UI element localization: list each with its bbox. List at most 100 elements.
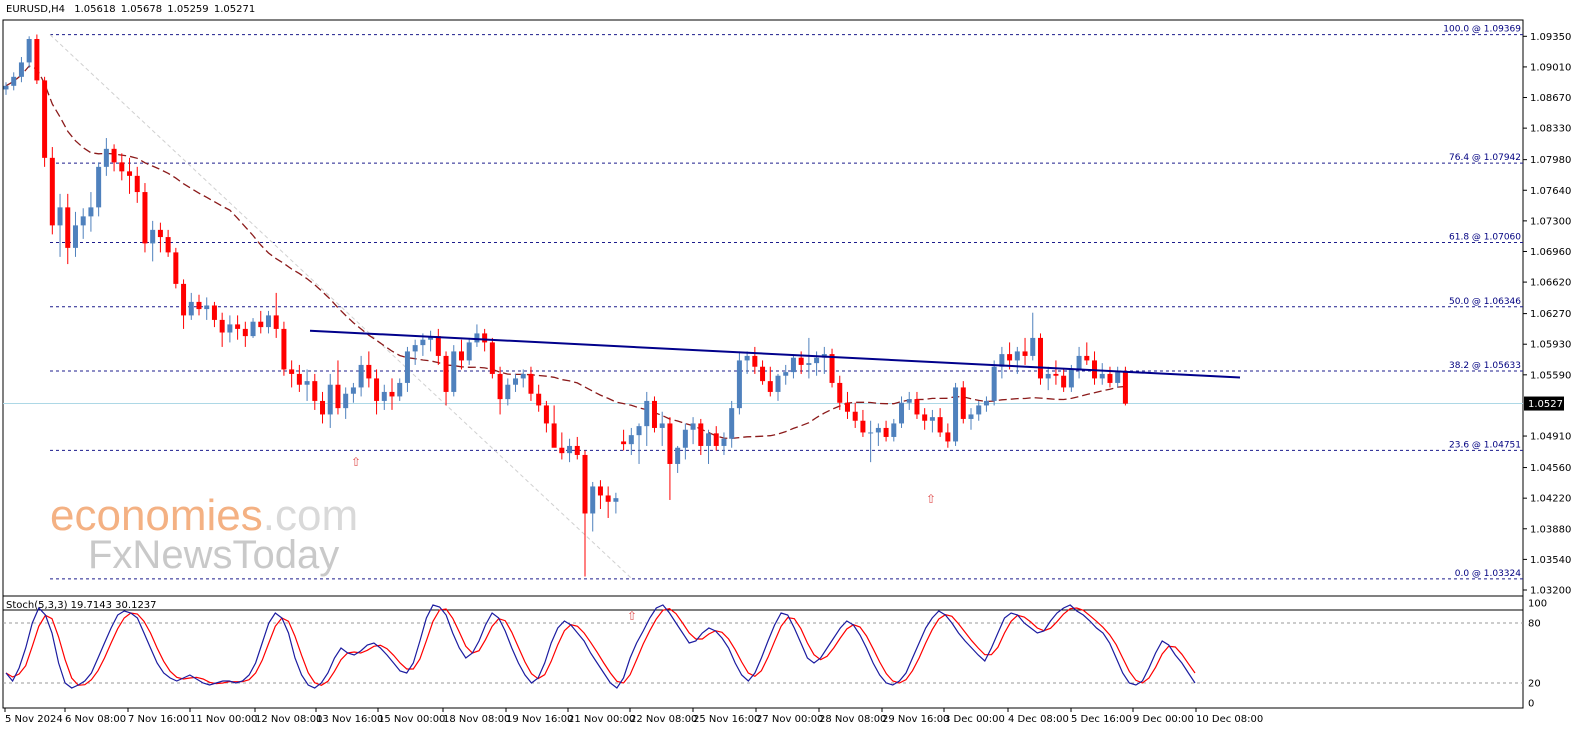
candle-body — [443, 355, 449, 392]
candle-body — [567, 445, 573, 454]
candle-body — [628, 435, 634, 445]
price-tick-label: 1.07980 — [1530, 155, 1571, 166]
moving-average — [5, 65, 1126, 440]
candle-body — [343, 393, 349, 409]
candle-body — [404, 351, 410, 383]
high-value: 1.05678 — [121, 4, 162, 15]
candle-body — [273, 315, 279, 329]
candle-body — [34, 39, 40, 81]
svg-text:economies.com: economies.com — [50, 491, 358, 540]
stoch-tick-label: 20 — [1528, 679, 1541, 690]
candle-body — [621, 441, 627, 445]
candle-body — [482, 333, 488, 343]
candle-body — [335, 384, 341, 409]
candle-body — [536, 393, 542, 406]
price-axis: 1.09350 1.09010 1.08670 1.08330 1.07980 1.076… — [1523, 32, 1571, 597]
candle-body — [543, 405, 549, 424]
candle-body — [428, 336, 434, 340]
price-tick-label: 1.03200 — [1530, 586, 1571, 597]
candle-body — [852, 411, 858, 421]
candle-body — [613, 498, 619, 502]
candle-body — [196, 301, 202, 310]
price-tick-label: 1.06270 — [1530, 309, 1571, 320]
candle-body — [397, 382, 403, 397]
candle-body — [675, 447, 681, 464]
time-tick-label: 5 Dec 16:00 — [1071, 714, 1132, 725]
price-tick-label: 1.04220 — [1530, 494, 1571, 505]
candle-body — [806, 363, 812, 365]
candle-body — [211, 305, 217, 320]
price-tick-label: 1.08330 — [1530, 124, 1571, 135]
moving-average-line — [5, 65, 1126, 440]
fib-label: 23.6 @ 1.04751 — [1449, 440, 1521, 450]
up-arrow-icon: ⇧ — [351, 455, 361, 469]
watermark-brand: economies — [50, 491, 263, 540]
candle-body — [11, 76, 17, 86]
stoch-tick-label: 0 — [1528, 699, 1534, 710]
candle-body — [590, 486, 596, 514]
candle-body — [72, 225, 78, 248]
candle-body — [88, 207, 94, 217]
price-tick-label: 1.07300 — [1530, 216, 1571, 227]
fib-label: 76.4 @ 1.07942 — [1449, 153, 1521, 163]
candle-body — [706, 433, 712, 446]
time-tick-label: 28 Nov 08:00 — [819, 714, 886, 725]
candle-body — [474, 333, 480, 343]
candle-body — [181, 283, 187, 316]
candle-body — [721, 438, 727, 446]
candle-body — [1084, 355, 1090, 361]
candle-body — [574, 445, 580, 455]
candle-body — [937, 417, 943, 433]
candle-body — [844, 402, 850, 412]
time-tick-label: 27 Nov 00:00 — [756, 714, 823, 725]
candle-body — [412, 345, 418, 352]
candle-body — [513, 378, 519, 385]
stoch-tick-label: 80 — [1528, 619, 1541, 630]
candle-body — [26, 39, 32, 63]
candle-body — [713, 433, 719, 446]
trendline[interactable] — [309, 329, 1241, 379]
watermark-sub: FxNewsToday — [88, 533, 339, 577]
fib-label: 61.8 @ 1.07060 — [1449, 232, 1521, 242]
open-value: 1.05618 — [74, 4, 115, 15]
low-value: 1.05259 — [167, 4, 208, 15]
candle-body — [551, 423, 557, 448]
candle-body — [597, 486, 603, 496]
candle-body — [860, 420, 866, 433]
candle-body — [651, 400, 657, 428]
candle-body — [219, 319, 225, 333]
time-tick-label: 15 Nov 00:00 — [378, 714, 445, 725]
trendline-line[interactable] — [309, 329, 1241, 379]
price-tick-label: 1.05930 — [1530, 340, 1571, 351]
candle-body — [790, 357, 796, 373]
candle-body — [999, 354, 1005, 367]
candle-body — [1045, 373, 1051, 379]
candle-body — [80, 216, 86, 226]
time-tick-label: 7 Nov 16:00 — [128, 714, 189, 725]
candle-body — [505, 384, 511, 400]
watermark-brand-suffix: .com — [263, 491, 358, 540]
candle-body — [281, 328, 287, 370]
candle-body — [1007, 354, 1013, 361]
time-tick-label: 3 Dec 00:00 — [944, 714, 1005, 725]
candle-body — [235, 324, 241, 329]
current-price-box — [1524, 396, 1564, 411]
candle-body — [729, 408, 735, 439]
candle-body — [3, 85, 9, 90]
time-tick-label: 9 Dec 00:00 — [1133, 714, 1194, 725]
candle-body — [1122, 372, 1128, 404]
time-tick-label: 12 Nov 08:00 — [255, 714, 322, 725]
candle-body — [18, 62, 24, 77]
candle-body — [227, 324, 233, 333]
candle-body — [914, 399, 920, 415]
candle-body — [682, 429, 688, 448]
candle-body — [1076, 355, 1082, 370]
fib-label: 100.0 @ 1.09369 — [1443, 25, 1521, 35]
candle-body — [242, 328, 248, 337]
candle-body — [142, 192, 148, 244]
candle-body — [906, 399, 912, 403]
candle-body — [875, 427, 881, 433]
candle-body — [96, 166, 102, 208]
fib-label: 50.0 @ 1.06346 — [1449, 297, 1521, 307]
